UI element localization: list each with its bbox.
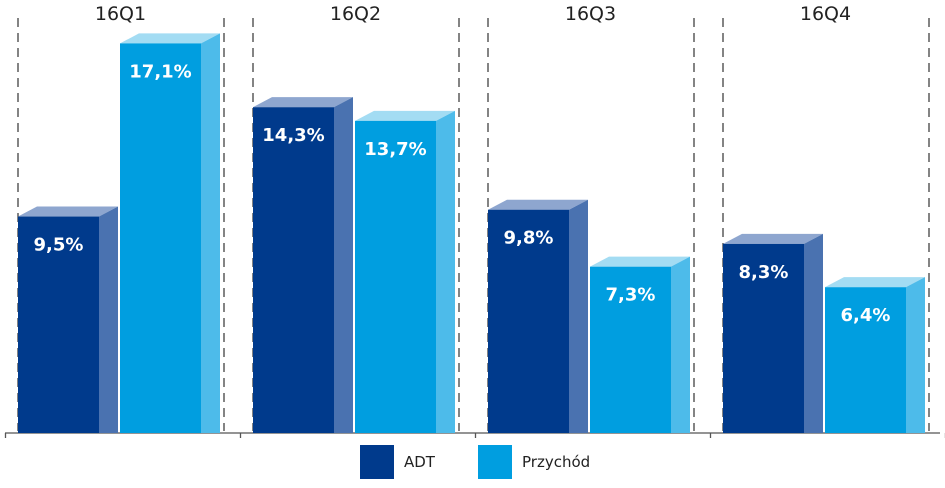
legend-label: Przychód (522, 453, 590, 471)
bar-side-face (334, 97, 353, 433)
bar (18, 216, 99, 433)
data-label: 9,8% (504, 228, 554, 249)
bar-top-face (120, 33, 220, 44)
bar-side-face (436, 110, 455, 433)
category-label: 16Q3 (565, 3, 616, 25)
bar-side-face (804, 233, 823, 433)
data-label: 9,5% (34, 235, 84, 256)
data-label: 7,3% (606, 285, 656, 306)
data-label: 13,7% (364, 139, 426, 160)
category-label: 16Q2 (330, 3, 381, 25)
bar-side-face (201, 33, 220, 433)
legend-label: ADT (404, 453, 436, 471)
bar (355, 120, 436, 433)
bar-top-face (488, 199, 588, 210)
bar-side-face (671, 256, 690, 433)
bar-top-face (825, 277, 925, 288)
legend-swatch (478, 445, 512, 479)
bar-top-face (253, 97, 353, 108)
bar (723, 243, 804, 433)
legend-swatch (360, 445, 394, 479)
data-label: 17,1% (129, 61, 191, 82)
bar-side-face (569, 199, 588, 433)
bar-side-face (906, 277, 925, 433)
bar-top-face (355, 110, 455, 121)
bar (488, 209, 569, 433)
bar (590, 266, 671, 433)
bar-top-face (723, 233, 823, 244)
data-label: 6,4% (841, 305, 891, 326)
data-label: 8,3% (739, 262, 789, 283)
data-label: 14,3% (262, 125, 324, 146)
bar-top-face (18, 206, 118, 217)
bar-top-face (590, 256, 690, 267)
bar (825, 287, 906, 433)
category-label: 16Q1 (95, 3, 146, 25)
bar (253, 107, 334, 433)
bar-side-face (99, 206, 118, 433)
category-label: 16Q4 (800, 3, 851, 25)
bar (120, 43, 201, 433)
